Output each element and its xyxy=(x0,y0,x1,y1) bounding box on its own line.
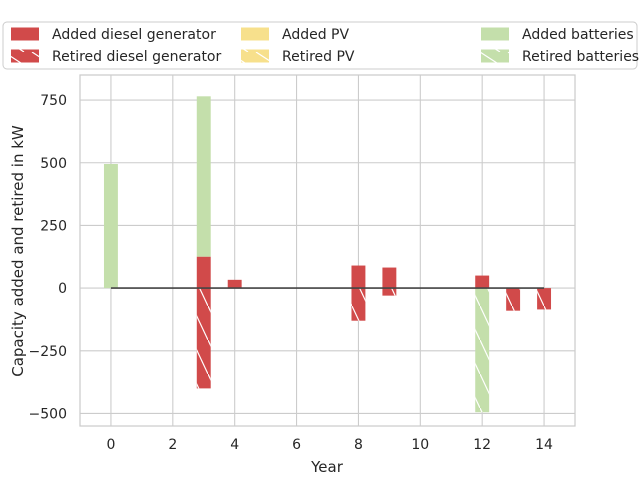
legend-label-added-pv: Added PV xyxy=(282,27,349,43)
y-tick-label: 250 xyxy=(40,218,67,234)
x-tick-label: 8 xyxy=(354,437,363,453)
legend-swatch-hatch-retired-batteries xyxy=(481,49,509,63)
bar-added-diesel-generator-year-12 xyxy=(475,275,490,289)
legend-swatch-hatch-retired-pv xyxy=(241,49,269,63)
bar-hatch-retired-diesel-generator-year-8 xyxy=(351,288,366,321)
y-tick-label: 750 xyxy=(40,93,67,109)
x-tick-label: 2 xyxy=(168,437,177,453)
legend-box xyxy=(2,21,638,70)
legend-swatch-added-diesel-generator xyxy=(11,27,39,41)
y-tick-label: −500 xyxy=(29,406,67,422)
legend-swatch-added-batteries xyxy=(481,27,509,41)
legend: Added diesel generator Added PV Added batt… xyxy=(2,21,639,70)
bar-added-diesel-generator-year-9 xyxy=(382,267,397,289)
legend-label-retired-diesel-generator: Retired diesel generator xyxy=(52,49,222,65)
bar-hatch-retired-batteries-year-12 xyxy=(475,288,490,413)
bar-hatch-retired-diesel-generator-year-3 xyxy=(196,288,211,389)
x-axis-label: Year xyxy=(310,458,344,476)
x-tick-label: 6 xyxy=(292,437,301,453)
x-tick-label: 12 xyxy=(473,437,491,453)
legend-swatch-hatch-retired-diesel-generator xyxy=(11,49,39,63)
bar-added-batteries-year-3 xyxy=(196,96,211,257)
bar-hatch-retired-diesel-generator-year-14 xyxy=(537,288,552,310)
legend-label-added-batteries: Added batteries xyxy=(522,27,634,43)
plot-frame xyxy=(79,74,576,427)
y-axis-label: Capacity added and retired in kW xyxy=(9,125,27,377)
bar-added-diesel-generator-year-8 xyxy=(351,265,366,289)
y-tick-label: −250 xyxy=(29,344,67,360)
bar-added-diesel-generator-year-4 xyxy=(227,279,242,289)
x-tick-label: 4 xyxy=(230,437,239,453)
legend-label-added-diesel-generator: Added diesel generator xyxy=(52,27,216,43)
legend-swatch-added-pv xyxy=(241,27,269,41)
y-tick-label: 500 xyxy=(40,156,67,172)
x-tick-label: 0 xyxy=(106,437,115,453)
bar-added-batteries-year-0 xyxy=(103,164,118,289)
bar-hatch-retired-diesel-generator-year-9 xyxy=(382,288,397,296)
x-tick-label: 10 xyxy=(411,437,429,453)
x-tick-label: 14 xyxy=(535,437,553,453)
legend-label-retired-pv: Retired PV xyxy=(282,49,355,65)
legend-label-retired-batteries: Retired batteries xyxy=(522,49,639,65)
bar-hatch-retired-diesel-generator-year-13 xyxy=(506,288,521,311)
bar-added-diesel-generator-year-3 xyxy=(196,256,211,289)
y-tick-label: 0 xyxy=(58,281,67,297)
